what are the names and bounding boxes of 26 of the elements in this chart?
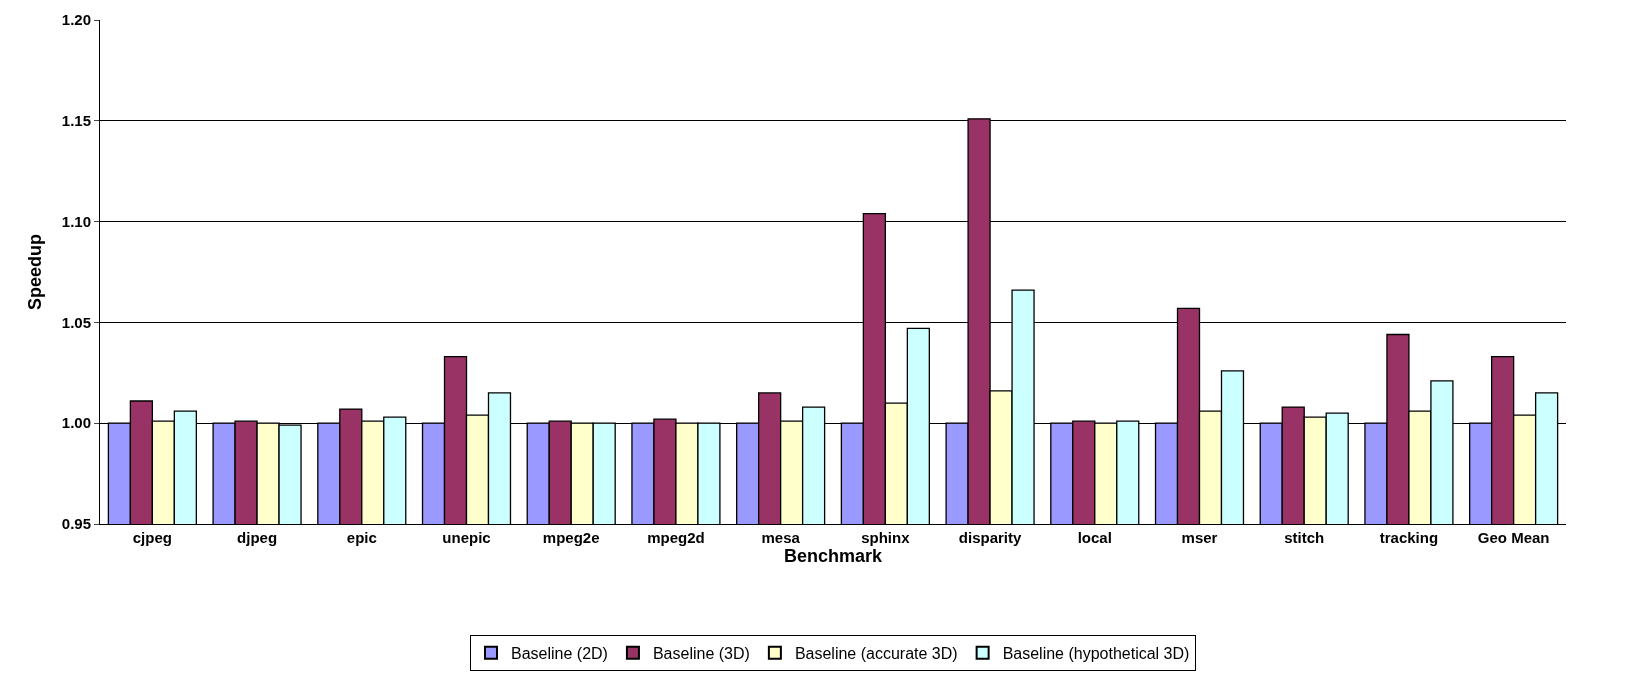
y-axis-title: Speedup	[25, 233, 45, 311]
y-tick-label: 1.15	[61, 112, 91, 130]
x-tick-label: unepic	[442, 529, 491, 546]
y-tick-label: 1.05	[61, 313, 91, 331]
legend-label: Baseline (3D)	[652, 645, 750, 663]
x-tick-label: local	[1077, 529, 1112, 546]
x-tick-label: sphinx	[861, 529, 911, 546]
y-tick-label: 1.00	[61, 414, 91, 432]
legend-label: Baseline (accurate 3D)	[794, 645, 958, 663]
x-tick-label: mpeg2d	[647, 529, 705, 546]
legend-label: Baseline (2D)	[511, 645, 608, 663]
x-tick-label: stitch	[1284, 529, 1325, 546]
x-tick-label: disparity	[958, 529, 1022, 546]
x-tick-label: mpeg2e	[542, 529, 600, 546]
x-tick-label: cjpeg	[132, 529, 172, 546]
x-tick-label: tracking	[1379, 529, 1439, 546]
legend-label: Baseline (hypothetical 3D)	[1002, 645, 1190, 663]
x-axis-title: Benchmark	[783, 546, 884, 567]
x-tick-label: mser	[1181, 529, 1218, 546]
y-tick-label: 1.20	[61, 11, 91, 29]
x-tick-label: mesa	[761, 529, 801, 546]
x-tick-label: Geo Mean	[1477, 529, 1550, 546]
y-tick-label: 0.95	[61, 515, 91, 533]
y-tick-label: 1.10	[61, 212, 91, 230]
x-tick-label: djpeg	[237, 529, 278, 546]
x-tick-label: epic	[346, 529, 377, 546]
